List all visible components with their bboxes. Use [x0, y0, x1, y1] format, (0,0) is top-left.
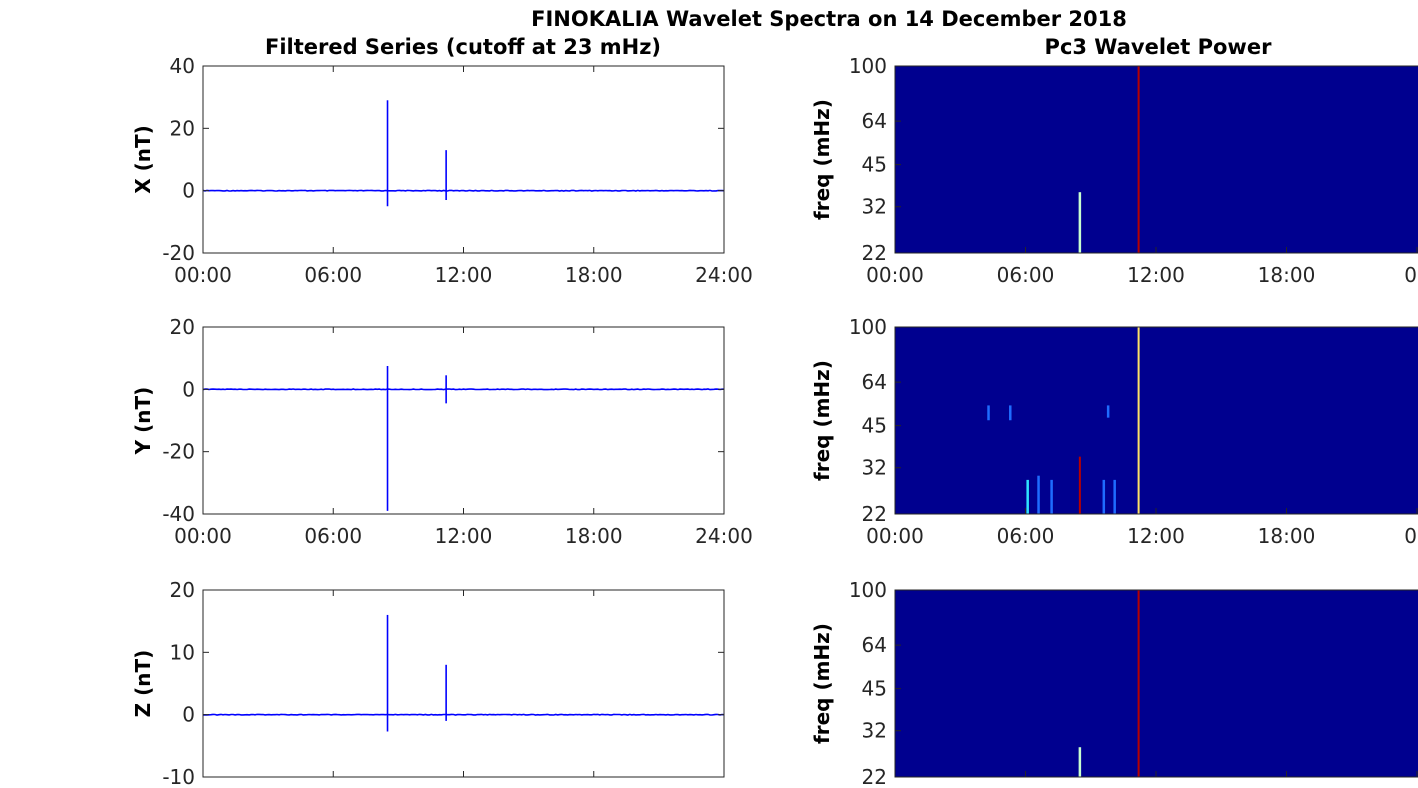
- y-tick-label: 22: [862, 765, 887, 788]
- x-tick-label: 06:00: [997, 263, 1055, 287]
- y-tick-label: 20: [170, 578, 195, 602]
- power-feature-10: [1137, 327, 1140, 514]
- power-feature-9: [1106, 405, 1110, 418]
- series-panel-x: -20 0 20 40 00:00 06:00 12:00 18:00 24:00 X (nT): [131, 54, 753, 287]
- axes-frame: [894, 65, 1418, 254]
- y-tick-label: 22: [862, 502, 887, 526]
- y-axis-label: freq (mHz): [810, 623, 834, 744]
- wavelet-panel-y: 22 32 45 64 100 00:00 06:00 12:00 18:00 00 freq (m…: [810, 315, 1418, 548]
- y-tick-label: 0: [182, 179, 195, 203]
- power-feature-7: [1102, 479, 1106, 514]
- y-tick-label: 0: [182, 703, 195, 727]
- y-tick-label: 20: [170, 315, 195, 339]
- heatmap-background: [895, 590, 1418, 777]
- series-trace: [202, 713, 725, 716]
- y-tick-label: 64: [862, 109, 887, 133]
- left-column-title: Filtered Series (cutoff at 23 mHz): [265, 35, 661, 59]
- y-tick-label: 45: [862, 677, 887, 701]
- figure-suptitle: FINOKALIA Wavelet Spectra on 14 December…: [531, 7, 1127, 31]
- right-column-title: Pc3 Wavelet Power: [1045, 35, 1273, 59]
- x-tick-label: 18:00: [565, 263, 623, 287]
- y-tick-label: 40: [170, 54, 195, 78]
- wavelet-panel-z: 22 32 45 64 100 freq (mHz): [810, 578, 1418, 788]
- axes-frame: [202, 65, 725, 254]
- x-tick-label: 12:00: [1127, 524, 1185, 548]
- y-tick-label: -10: [162, 765, 195, 788]
- wavelet-panel-x: 22 32 45 64 100 00:00 06:00 12:00 18:00 00 freq (m…: [810, 54, 1418, 287]
- x-tick-label: 00: [1404, 524, 1418, 548]
- x-tick-label: 00:00: [866, 263, 924, 287]
- power-feature-8: [1113, 479, 1116, 514]
- power-feature-1: [1078, 192, 1082, 253]
- y-tick-label: 10: [170, 640, 195, 664]
- y-tick-label: 32: [862, 719, 887, 743]
- x-tick-label: 00:00: [866, 524, 924, 548]
- power-feature-4: [1037, 475, 1040, 514]
- x-tick-label: 24:00: [695, 524, 753, 548]
- axes-frame: [202, 326, 725, 515]
- y-tick-label: 0: [182, 377, 195, 401]
- y-tick-label: 100: [849, 315, 887, 339]
- power-feature-2: [1137, 590, 1140, 777]
- x-tick-label: 18:00: [1258, 524, 1316, 548]
- x-tick-label: 00:00: [174, 263, 232, 287]
- y-axis-label: Z (nT): [131, 650, 155, 718]
- series-panel-y: -40 -20 0 20 00:00 06:00 12:00 18:00 24:00 Y (nT): [131, 315, 753, 548]
- x-tick-label: 00:00: [174, 524, 232, 548]
- y-tick-label: 64: [862, 370, 887, 394]
- power-feature-1: [1078, 747, 1082, 777]
- x-tick-label: 12:00: [435, 524, 493, 548]
- x-tick-label: 06:00: [304, 263, 362, 287]
- power-feature-1: [987, 405, 990, 421]
- heatmap-background: [895, 327, 1418, 514]
- power-feature-5: [1050, 479, 1053, 514]
- heatmap-background: [895, 66, 1418, 253]
- x-tick-label: 06:00: [997, 524, 1055, 548]
- y-tick-label: 45: [862, 153, 887, 177]
- y-axis-label: Y (nT): [131, 387, 155, 456]
- heatmap-area: [895, 590, 1418, 777]
- x-tick-label: 12:00: [435, 263, 493, 287]
- y-axis-label: freq (mHz): [810, 360, 834, 481]
- power-feature-3: [1026, 479, 1029, 514]
- heatmap-area: [895, 66, 1418, 253]
- axes-frame: [894, 326, 1418, 515]
- x-tick-label: 18:00: [1258, 263, 1316, 287]
- y-tick-label: 22: [862, 241, 887, 265]
- y-tick-label: 100: [849, 54, 887, 78]
- y-tick-label: 20: [170, 116, 195, 140]
- y-tick-label: 45: [862, 414, 887, 438]
- y-tick-label: 32: [862, 195, 887, 219]
- y-axis-label: X (nT): [131, 125, 155, 194]
- series-trace: [202, 189, 725, 192]
- y-tick-label: -20: [162, 241, 195, 265]
- y-tick-label: 100: [849, 578, 887, 602]
- axes-frame: [202, 589, 725, 778]
- x-tick-label: 18:00: [565, 524, 623, 548]
- x-tick-label: 06:00: [304, 524, 362, 548]
- y-tick-label: -20: [162, 440, 195, 464]
- series-trace: [202, 388, 724, 391]
- y-tick-label: -40: [162, 502, 195, 526]
- x-tick-label: 00: [1404, 263, 1418, 287]
- x-tick-label: 24:00: [695, 263, 753, 287]
- x-tick-label: 12:00: [1127, 263, 1185, 287]
- axes-frame: [894, 589, 1418, 778]
- y-axis-label: freq (mHz): [810, 99, 834, 220]
- power-feature-2: [1009, 405, 1012, 421]
- power-feature-2: [1137, 66, 1140, 253]
- power-feature-6: [1078, 456, 1081, 514]
- y-tick-label: 64: [862, 633, 887, 657]
- heatmap-area: [895, 327, 1418, 514]
- y-tick-label: 32: [862, 456, 887, 480]
- series-panel-z: -10 0 10 20 Z (nT): [131, 578, 725, 788]
